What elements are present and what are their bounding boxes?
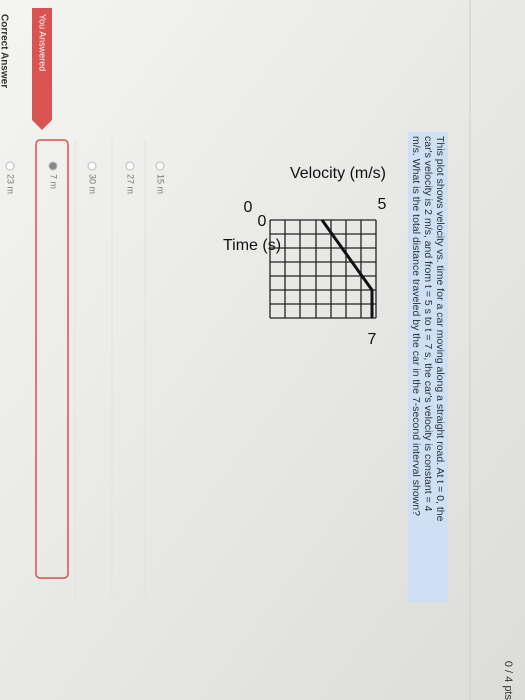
graph-x-max: 7 xyxy=(368,331,377,348)
question-line: car's velocity is 2 m/s, and from t = 5 … xyxy=(422,136,434,512)
option[interactable]: 27 m xyxy=(126,174,136,194)
radio[interactable] xyxy=(5,161,15,171)
graph-grid xyxy=(269,219,377,319)
points: 0 / 4 pts xyxy=(502,661,514,700)
graph-x-min: 0 xyxy=(244,199,253,216)
you-answered-tag xyxy=(32,8,52,130)
question-line: m/s. What is the total distance traveled… xyxy=(410,136,422,516)
option[interactable]: 23 m xyxy=(6,174,16,194)
graph-line xyxy=(320,219,374,318)
graph: Velocity (m/s) 5 0 0 Time (s) 7 xyxy=(223,165,387,348)
options: 15 m 27 m 30 m 7 m 23 m xyxy=(5,139,166,600)
graph-x-label: Time (s) xyxy=(223,237,281,254)
question-line: This plot shows velocity vs. time for a … xyxy=(434,136,446,522)
you-answered-label: You Answered xyxy=(38,14,48,71)
radio[interactable] xyxy=(155,161,165,171)
option[interactable]: 30 m xyxy=(88,174,98,194)
answered-box xyxy=(35,139,69,579)
graph-y-max: 5 xyxy=(378,196,387,213)
radio[interactable] xyxy=(87,161,97,171)
graph-y-label: Velocity (m/s) xyxy=(290,165,386,182)
option[interactable]: 15 m xyxy=(156,174,166,194)
graph-y-min: 0 xyxy=(258,213,267,230)
question-highlight xyxy=(408,132,448,602)
radio[interactable] xyxy=(125,161,135,171)
radio-selected[interactable] xyxy=(48,161,58,171)
correct-answer-label: Correct Answer xyxy=(0,14,9,88)
option[interactable]: 7 m xyxy=(49,174,59,189)
